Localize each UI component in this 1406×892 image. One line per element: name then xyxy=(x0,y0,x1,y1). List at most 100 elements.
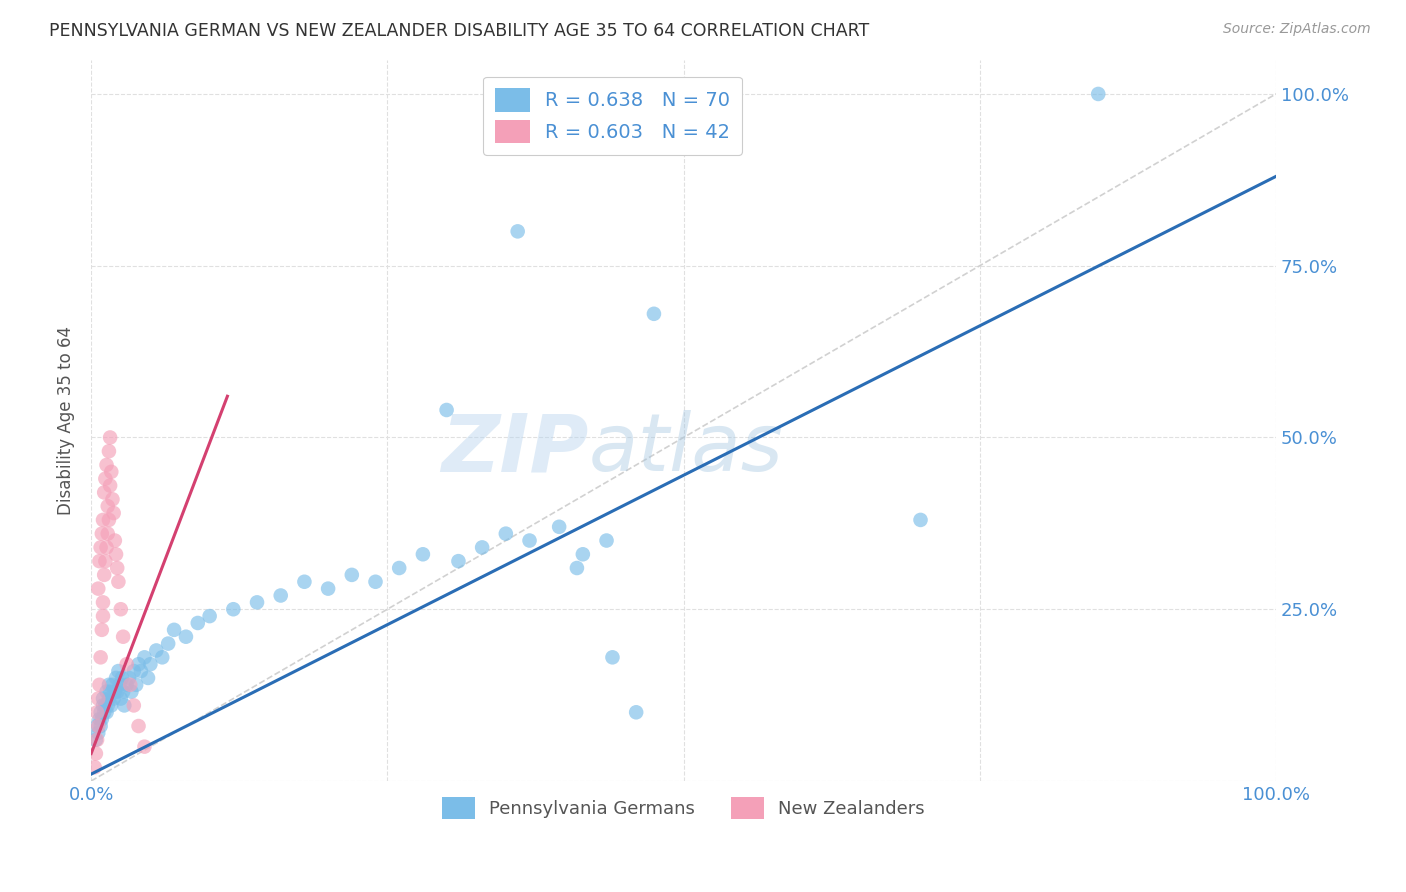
Point xyxy=(103,506,125,520)
Point xyxy=(91,595,114,609)
Point xyxy=(602,650,624,665)
Point xyxy=(624,706,647,720)
Point xyxy=(595,533,617,548)
Point xyxy=(90,541,112,555)
Point xyxy=(91,513,114,527)
Point xyxy=(340,567,363,582)
Point xyxy=(105,561,128,575)
Point xyxy=(145,643,167,657)
Point xyxy=(89,554,111,568)
Point xyxy=(90,719,112,733)
Point xyxy=(103,691,125,706)
Text: PENNSYLVANIA GERMAN VS NEW ZEALANDER DISABILITY AGE 35 TO 64 CORRELATION CHART: PENNSYLVANIA GERMAN VS NEW ZEALANDER DIS… xyxy=(49,22,869,40)
Point xyxy=(90,706,112,720)
Point xyxy=(96,458,118,472)
Point xyxy=(128,719,150,733)
Point xyxy=(86,706,108,720)
Point xyxy=(294,574,316,589)
Point xyxy=(1087,87,1109,101)
Point xyxy=(100,465,122,479)
Point xyxy=(506,224,529,238)
Point xyxy=(198,609,221,624)
Point xyxy=(105,684,128,698)
Point xyxy=(910,513,932,527)
Point xyxy=(122,698,145,713)
Text: ZIP: ZIP xyxy=(441,410,589,488)
Point xyxy=(96,541,118,555)
Point xyxy=(91,609,114,624)
Point xyxy=(163,623,186,637)
Point xyxy=(83,760,105,774)
Point xyxy=(90,526,112,541)
Point xyxy=(565,561,588,575)
Point xyxy=(94,472,117,486)
Point xyxy=(270,589,292,603)
Point xyxy=(97,444,120,458)
Point xyxy=(100,698,122,713)
Point xyxy=(98,478,121,492)
Point xyxy=(98,684,121,698)
Point xyxy=(105,671,128,685)
Point xyxy=(87,726,110,740)
Point xyxy=(96,706,118,720)
Point xyxy=(97,526,120,541)
Point xyxy=(136,671,159,685)
Point xyxy=(111,671,134,685)
Point xyxy=(643,307,665,321)
Text: atlas: atlas xyxy=(589,410,783,488)
Point xyxy=(115,678,138,692)
Point xyxy=(174,630,197,644)
Point xyxy=(316,582,339,596)
Point xyxy=(150,650,173,665)
Point xyxy=(471,541,494,555)
Point xyxy=(97,513,120,527)
Point xyxy=(96,684,118,698)
Point xyxy=(97,691,120,706)
Point xyxy=(90,623,112,637)
Point xyxy=(548,520,571,534)
Point xyxy=(89,712,111,726)
Point xyxy=(90,650,112,665)
Text: Source: ZipAtlas.com: Source: ZipAtlas.com xyxy=(1223,22,1371,37)
Legend: Pennsylvania Germans, New Zealanders: Pennsylvania Germans, New Zealanders xyxy=(434,789,932,826)
Point xyxy=(519,533,541,548)
Point xyxy=(94,698,117,713)
Point xyxy=(112,698,135,713)
Point xyxy=(129,664,152,678)
Point xyxy=(97,698,120,713)
Point xyxy=(110,691,132,706)
Point xyxy=(84,732,107,747)
Point xyxy=(101,492,124,507)
Point xyxy=(94,554,117,568)
Point xyxy=(86,732,108,747)
Point xyxy=(436,403,458,417)
Point xyxy=(87,719,110,733)
Point xyxy=(104,684,127,698)
Point xyxy=(125,678,148,692)
Point xyxy=(447,554,470,568)
Point xyxy=(97,499,120,513)
Point xyxy=(412,547,434,561)
Point xyxy=(87,691,110,706)
Point xyxy=(108,678,131,692)
Point xyxy=(118,671,141,685)
Point xyxy=(84,747,107,761)
Point xyxy=(93,706,115,720)
Point xyxy=(120,684,142,698)
Point xyxy=(139,657,162,672)
Point xyxy=(105,547,128,561)
Point xyxy=(388,561,411,575)
Point xyxy=(115,657,138,672)
Point xyxy=(98,430,121,444)
Point xyxy=(112,684,135,698)
Point xyxy=(572,547,595,561)
Point xyxy=(364,574,387,589)
Point xyxy=(87,582,110,596)
Point xyxy=(495,526,517,541)
Point xyxy=(93,485,115,500)
Point xyxy=(101,678,124,692)
Point xyxy=(89,678,111,692)
Point xyxy=(157,637,180,651)
Point xyxy=(86,719,108,733)
Point xyxy=(107,664,129,678)
